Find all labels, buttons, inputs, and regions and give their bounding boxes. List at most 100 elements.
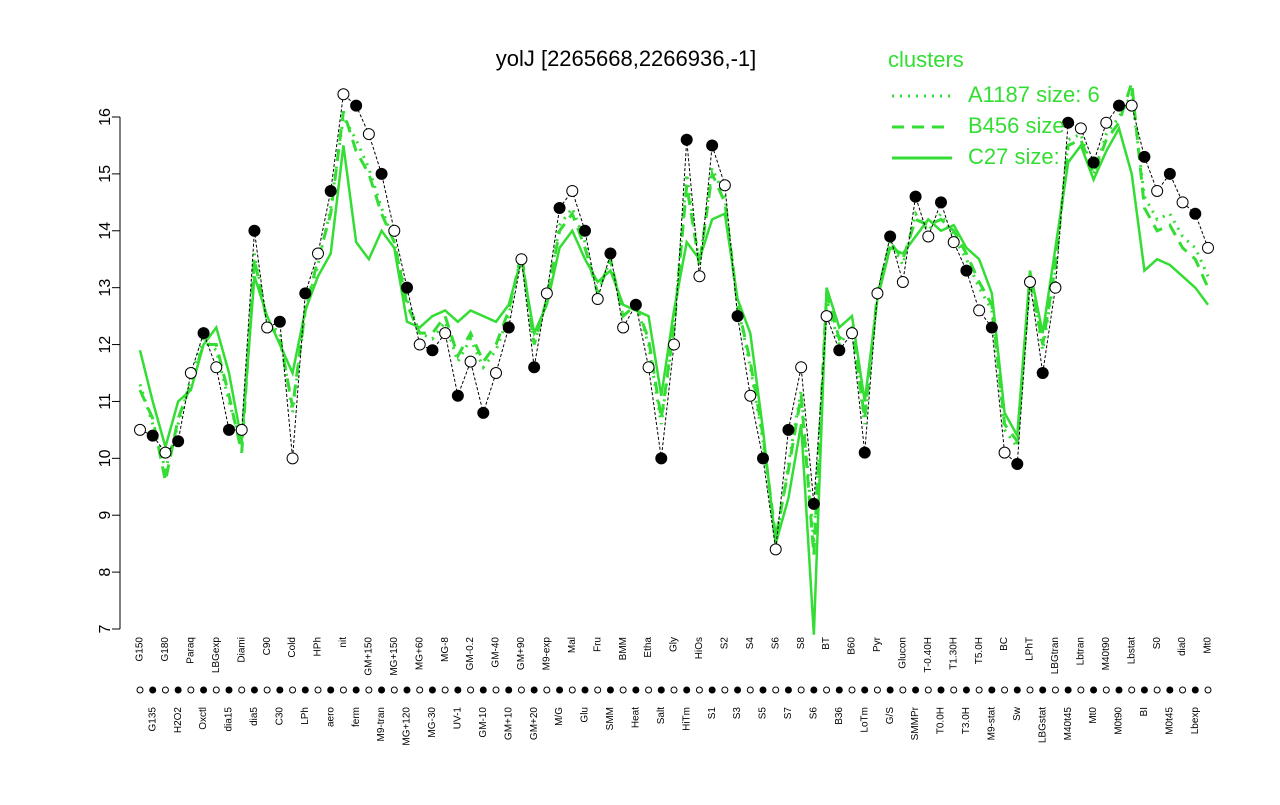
y-tick-label: 8 — [97, 568, 114, 577]
x-tick-dot — [1191, 686, 1199, 694]
x-tick-label: BT — [821, 637, 832, 650]
data-point — [172, 435, 185, 448]
x-tick-label: G180 — [160, 637, 171, 662]
x-tick-dot — [454, 686, 462, 694]
x-tick-label: dia5 — [249, 707, 260, 726]
x-tick-label: S2 — [719, 637, 730, 650]
data-point — [655, 452, 668, 465]
x-tick-dot — [568, 686, 576, 694]
x-tick-label: S8 — [796, 637, 807, 650]
data-point — [998, 446, 1011, 459]
x-tick-dot — [212, 686, 220, 694]
x-tick-label: Paraq — [185, 637, 196, 664]
x-tick-label: M40t45 — [1063, 707, 1074, 741]
x-tick-label: Oxctl — [198, 707, 209, 730]
x-tick-dot — [657, 686, 665, 694]
legend-label: B456 size — [968, 113, 1065, 138]
x-tick-label: Heat — [630, 707, 641, 728]
x-tick-dot — [594, 686, 602, 694]
x-tick-dot — [1051, 686, 1059, 694]
x-tick-label: MG+120 — [402, 707, 413, 746]
x-tick-label: MG+150 — [389, 637, 400, 676]
data-point — [706, 139, 719, 152]
x-tick-dot — [556, 686, 564, 694]
data-point — [795, 361, 808, 374]
x-tick-dot — [1140, 686, 1148, 694]
data-point — [451, 389, 464, 402]
data-point — [350, 99, 363, 112]
data-point — [896, 275, 909, 288]
x-tick-dot — [225, 686, 233, 694]
x-tick-dot — [873, 686, 881, 694]
data-point — [235, 423, 248, 436]
x-tick-dot — [390, 686, 398, 694]
y-tick-label: 11 — [97, 393, 114, 410]
x-tick-dot — [187, 686, 195, 694]
data-point — [1011, 458, 1024, 471]
x-tick-dot — [1064, 686, 1072, 694]
x-tick-dot — [250, 686, 258, 694]
x-tick-label: T1.30H — [948, 637, 959, 670]
x-tick-label: dia15 — [224, 707, 235, 732]
data-point — [1087, 156, 1100, 169]
x-tick-label: dia0 — [1177, 637, 1188, 656]
x-tick-dot — [734, 686, 742, 694]
data-point — [146, 429, 159, 442]
x-tick-dot — [339, 686, 347, 694]
x-tick-dot — [441, 686, 449, 694]
x-tick-label: GM+90 — [516, 637, 527, 671]
x-tick-dot — [810, 686, 818, 694]
data-point — [973, 304, 986, 317]
x-tick-label: LBGexp — [211, 637, 222, 674]
x-tick-dot — [695, 686, 703, 694]
y-tick-label: 14 — [97, 222, 114, 240]
data-point — [617, 321, 630, 334]
data-point — [248, 224, 261, 237]
x-tick-label: M9-exp — [541, 637, 552, 671]
x-tick-label: GM+150 — [363, 637, 374, 676]
data-point — [413, 338, 426, 351]
x-tick-dot — [1115, 686, 1123, 694]
x-tick-dot — [861, 686, 869, 694]
x-tick-dot — [1128, 686, 1136, 694]
data-point — [757, 452, 769, 465]
x-tick-label: G/S — [885, 707, 896, 725]
x-tick-label: LPhT — [1025, 637, 1036, 661]
x-tick-label: HiTm — [681, 707, 692, 731]
x-tick-label: BMM — [618, 637, 629, 660]
x-tick-label: Etha — [643, 637, 654, 658]
x-tick-label: T5.0H — [974, 637, 985, 664]
x-tick-label: S7 — [783, 707, 794, 720]
x-tick-dot — [530, 686, 538, 694]
data-point — [210, 361, 223, 374]
x-tick-dot — [543, 686, 551, 694]
x-tick-dot — [1102, 686, 1110, 694]
legend-title: clusters — [888, 47, 964, 72]
data-point — [324, 184, 337, 197]
data-point — [909, 190, 922, 203]
x-tick-dot — [962, 686, 970, 694]
x-tick-label: Mt0 — [1203, 637, 1214, 654]
x-tick-label: MG-8 — [440, 637, 451, 662]
x-tick-label: Cold — [287, 637, 298, 658]
y-tick-label: 13 — [97, 279, 114, 297]
x-tick-label: BI — [1139, 707, 1150, 716]
x-tick-dot — [581, 686, 589, 694]
x-tick-dot — [479, 686, 487, 694]
x-tick-label: M9-stat — [986, 707, 997, 741]
data-point — [159, 446, 172, 459]
x-tick-dot — [924, 686, 932, 694]
x-tick-label: Mt0 — [1088, 707, 1099, 724]
y-tick-label: 16 — [97, 108, 114, 126]
x-tick-label: nit — [338, 637, 349, 648]
data-point — [388, 224, 401, 237]
x-tick-label: M0t45 — [1164, 707, 1175, 735]
x-tick-label: T0.0H — [936, 707, 947, 734]
data-point — [858, 446, 871, 459]
data-point — [1189, 207, 1202, 220]
data-point — [846, 327, 858, 340]
x-tick-dot — [327, 686, 335, 694]
x-tick-label: UV-1 — [452, 707, 463, 730]
x-tick-label: S4 — [745, 637, 756, 650]
data-point — [401, 281, 413, 294]
